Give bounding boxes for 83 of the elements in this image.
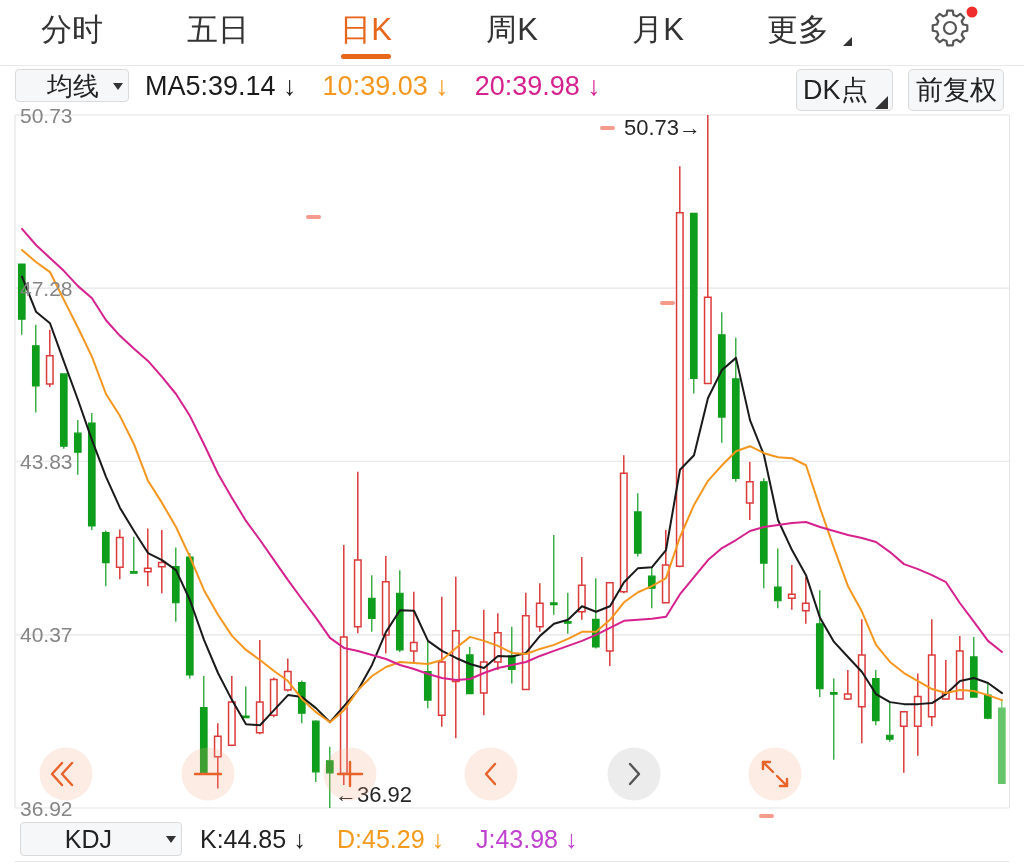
candlestick bbox=[717, 311, 726, 444]
candlestick bbox=[535, 582, 544, 633]
text: K:44.85 ↓ bbox=[200, 824, 306, 854]
dropdown-field: 均线 bbox=[15, 69, 129, 102]
candlestick bbox=[311, 719, 320, 783]
text: 月K bbox=[632, 11, 684, 49]
text: 更多 bbox=[767, 11, 829, 49]
text: 周K bbox=[486, 11, 538, 49]
candlestick bbox=[451, 575, 460, 739]
y-tick-label: 43.83 bbox=[20, 449, 73, 473]
annotation: ←36.92 bbox=[335, 782, 413, 808]
candlestick bbox=[31, 324, 40, 414]
text: D:45.29 ↓ bbox=[337, 824, 445, 854]
candlestick bbox=[577, 556, 586, 621]
candlestick bbox=[269, 676, 278, 718]
text: MA5:39.14 ↓ bbox=[145, 70, 297, 102]
dropdown-field: KDJ bbox=[20, 822, 182, 856]
y-tick-label: 50.73 bbox=[20, 103, 73, 127]
text: 日K bbox=[340, 11, 392, 49]
candlestick bbox=[801, 576, 810, 625]
candlestick bbox=[87, 412, 96, 531]
candlestick bbox=[199, 675, 208, 774]
candlestick bbox=[759, 477, 768, 589]
candlestick bbox=[773, 547, 782, 609]
text: 五日 bbox=[187, 11, 249, 49]
candlestick bbox=[731, 337, 740, 483]
text: 20:39.98 ↓ bbox=[474, 70, 601, 102]
candlestick bbox=[815, 589, 824, 698]
button: 前复权 bbox=[908, 69, 1004, 111]
candlestick bbox=[381, 555, 390, 655]
candlestick bbox=[927, 618, 936, 727]
candlestick bbox=[213, 722, 222, 790]
candlestick bbox=[241, 685, 250, 719]
candlestick bbox=[689, 212, 698, 395]
candlestick bbox=[409, 590, 418, 665]
candlestick bbox=[857, 618, 866, 745]
candlestick bbox=[885, 701, 894, 743]
candlestick bbox=[843, 669, 852, 701]
y-tick-label: 40.37 bbox=[20, 623, 73, 647]
candlestick bbox=[969, 636, 978, 698]
candlestick bbox=[983, 683, 992, 720]
candlestick bbox=[479, 609, 488, 716]
candlestick bbox=[899, 710, 908, 774]
candlestick bbox=[913, 672, 922, 757]
candlestick bbox=[325, 746, 334, 808]
candlestick bbox=[549, 534, 558, 616]
candlestick bbox=[619, 454, 628, 594]
candlestick bbox=[59, 373, 68, 450]
candlestick bbox=[675, 165, 684, 568]
candlestick bbox=[437, 595, 446, 728]
candlestick bbox=[563, 592, 572, 635]
candlestick bbox=[171, 546, 180, 623]
candlestick bbox=[227, 675, 236, 747]
candlestick bbox=[829, 677, 838, 761]
candlestick bbox=[129, 536, 138, 574]
candlestick bbox=[703, 115, 712, 385]
candlestick bbox=[255, 639, 264, 735]
candlestick bbox=[45, 329, 54, 388]
annotation: 50.73→ bbox=[623, 115, 701, 141]
candlestick bbox=[395, 569, 404, 653]
candlestick bbox=[633, 492, 642, 558]
candlestick bbox=[787, 564, 796, 611]
candlestick bbox=[73, 419, 82, 476]
candlestick bbox=[353, 471, 362, 635]
candlestick bbox=[423, 639, 432, 709]
candlestick bbox=[745, 461, 754, 521]
text: 10:39.03 ↓ bbox=[322, 70, 449, 102]
candlestick bbox=[871, 669, 880, 726]
button: DK点 bbox=[796, 69, 893, 111]
candlestick bbox=[521, 591, 530, 691]
candlestick bbox=[115, 528, 124, 580]
text: J:43.98 ↓ bbox=[476, 824, 578, 854]
candlestick bbox=[143, 527, 152, 587]
text: 分时 bbox=[41, 11, 103, 49]
candlestick bbox=[997, 698, 1006, 785]
candlestick bbox=[465, 646, 474, 695]
y-tick-label: 36.92 bbox=[20, 796, 73, 820]
candlestick bbox=[185, 552, 194, 680]
candlestick bbox=[955, 635, 964, 700]
candlestick bbox=[101, 529, 110, 587]
candlestick bbox=[661, 529, 670, 605]
candlestick bbox=[367, 574, 376, 633]
candlestick bbox=[157, 529, 166, 594]
